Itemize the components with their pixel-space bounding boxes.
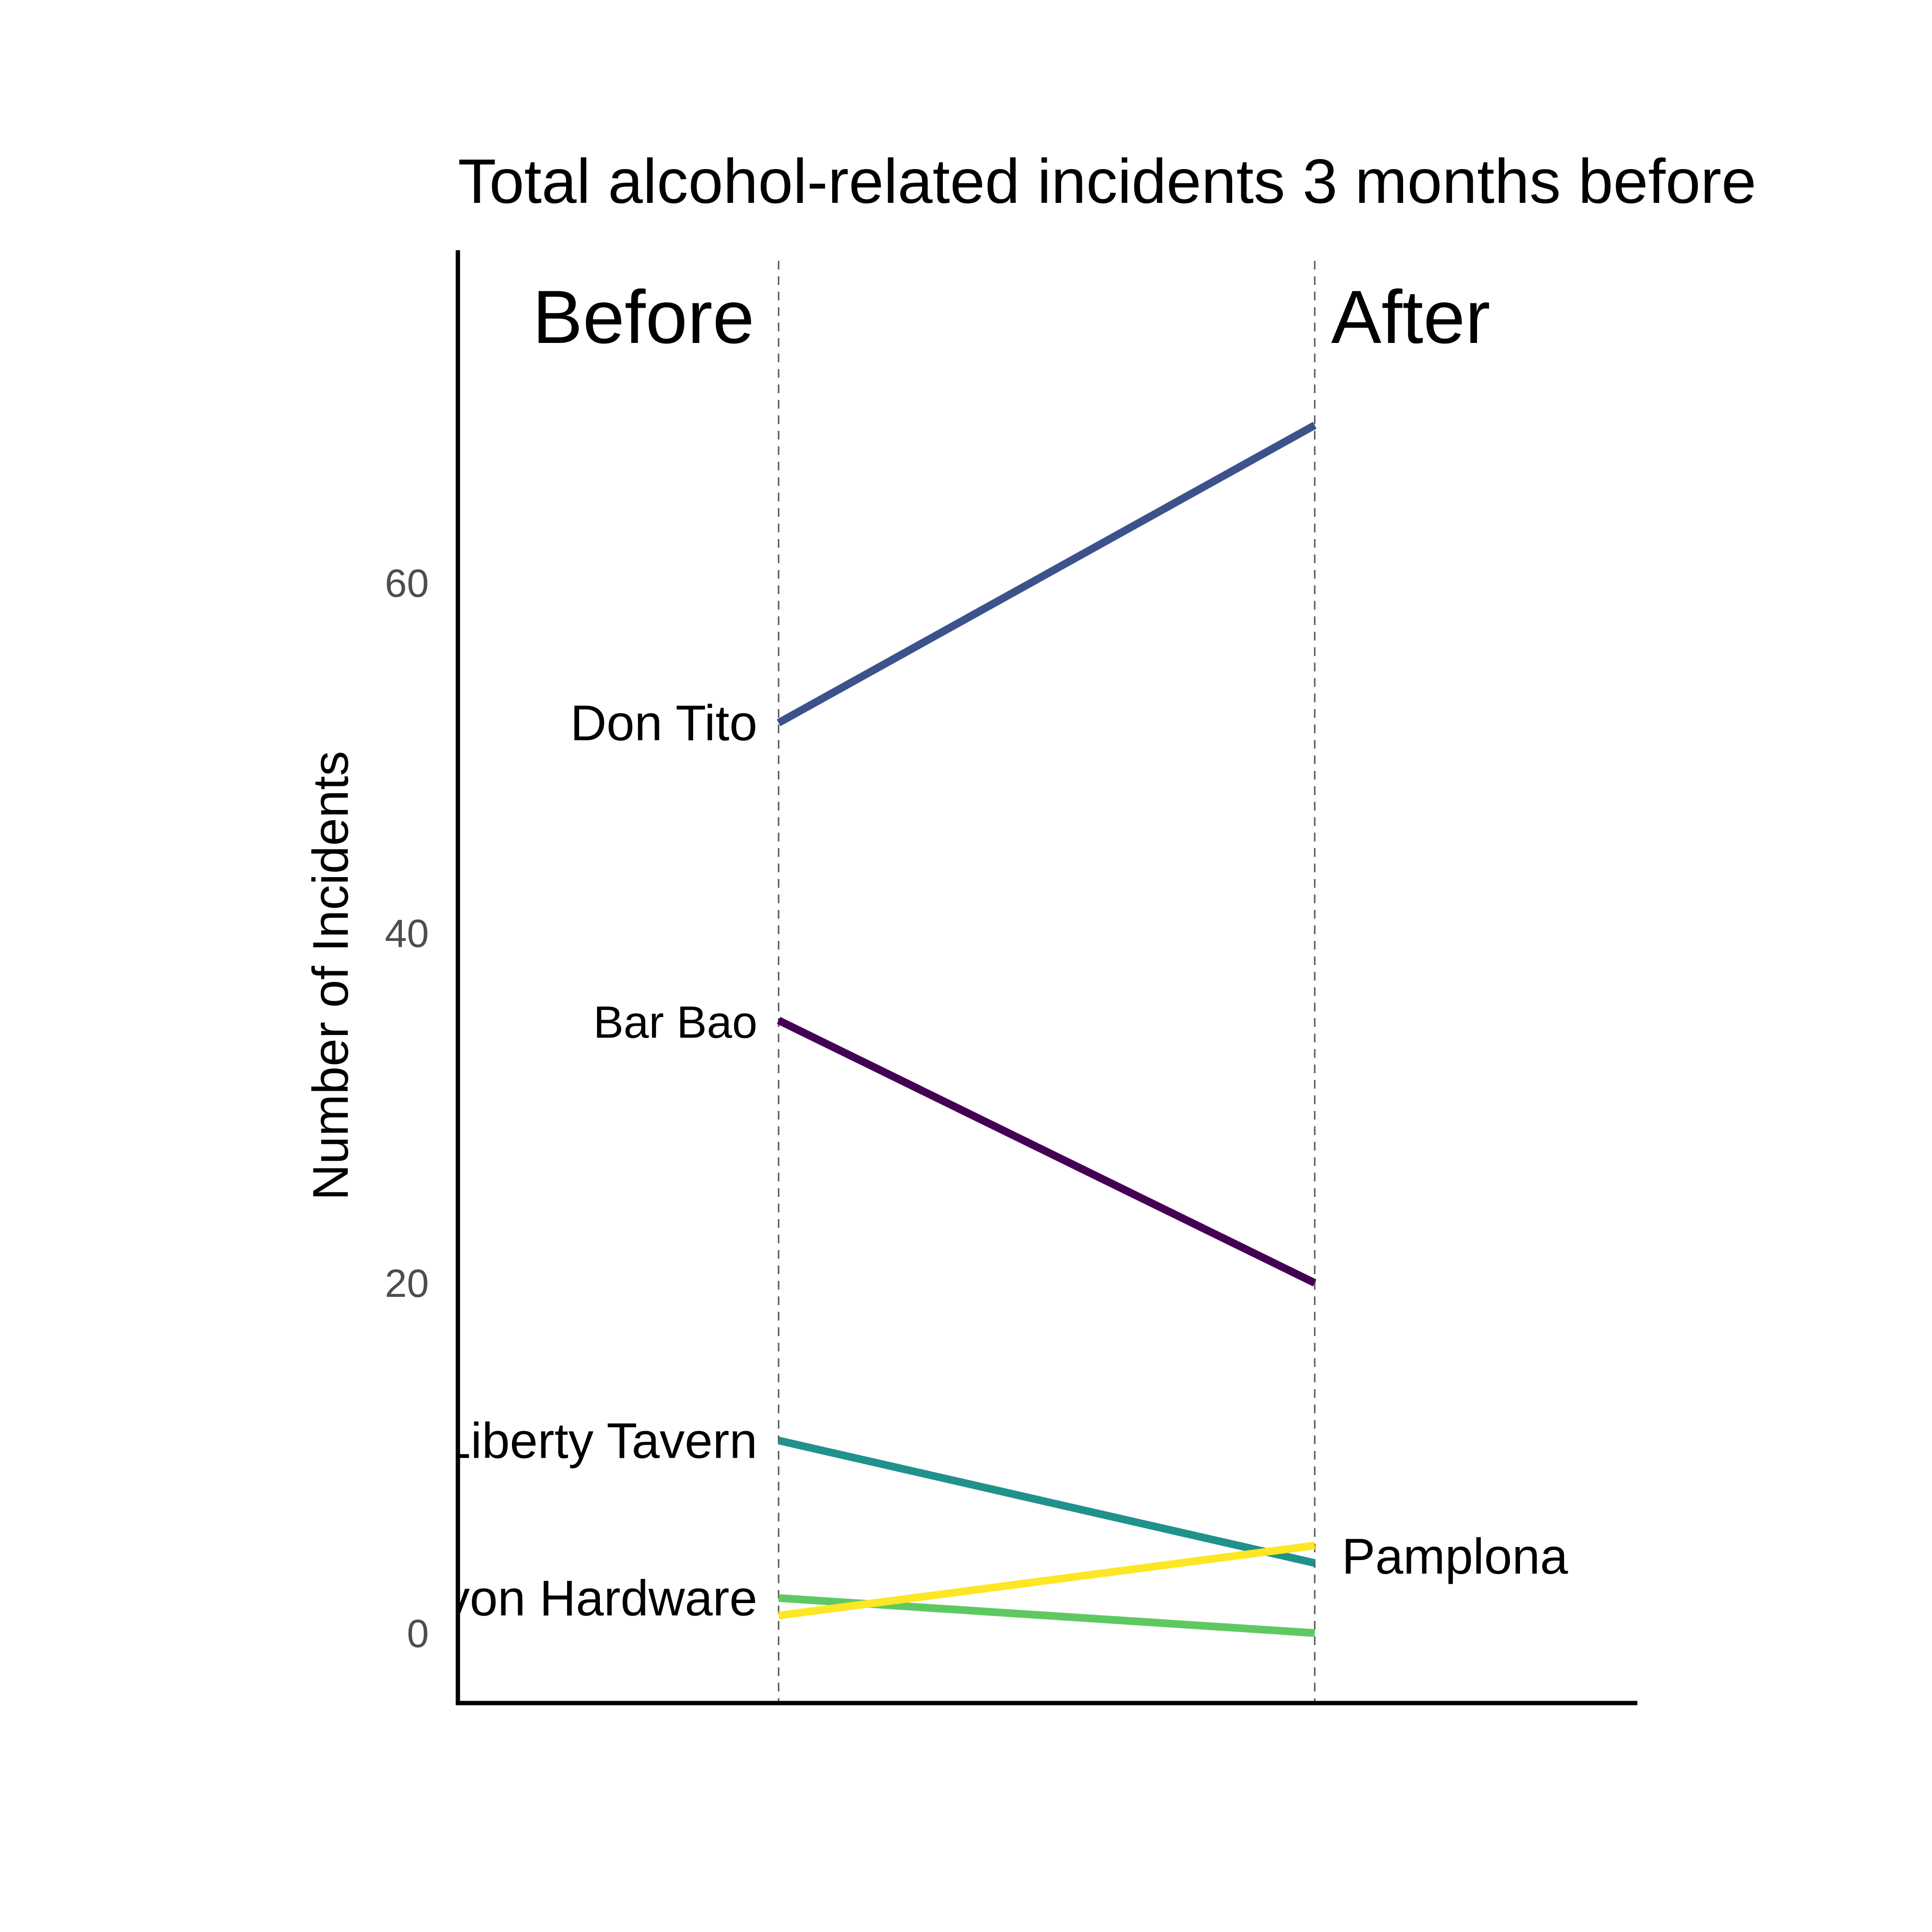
column-headers: Before After: [532, 275, 1490, 359]
y-tick-label: 0: [407, 1612, 429, 1656]
chart-title: Total alcohol-related incidents 3 months…: [458, 146, 1756, 216]
column-guide-lines: [778, 261, 1316, 1703]
y-tick-label: 60: [385, 562, 429, 606]
series-lines: [777, 422, 1317, 1637]
series-label-pamplona: Pamplona: [1342, 1529, 1568, 1585]
series-label-lyon-hardware: Lyon Hardware: [419, 1571, 757, 1627]
y-axis-ticks: 0 20 40 60: [385, 562, 429, 1656]
y-axis-label: Number of Incidents: [303, 751, 359, 1201]
series-label-bar-bao: Bar Bao: [593, 997, 757, 1048]
series-label-don-tito: Don Tito: [570, 696, 757, 752]
series-line-don-tito: [777, 422, 1317, 726]
series-line-pamplona: [778, 1541, 1316, 1619]
y-tick-label: 40: [385, 911, 429, 955]
series-line-liberty-tavern: [778, 1436, 1316, 1567]
column-header-after: After: [1331, 275, 1490, 359]
y-tick-label: 20: [385, 1262, 429, 1306]
series-line-bar-bao: [777, 1017, 1317, 1287]
column-header-before: Before: [532, 275, 754, 359]
series-labels: Don Tito Bar Bao Liberty Tavern Lyon Hardwa…: [419, 696, 1568, 1627]
series-label-liberty-tavern: Liberty Tavern: [443, 1413, 757, 1469]
